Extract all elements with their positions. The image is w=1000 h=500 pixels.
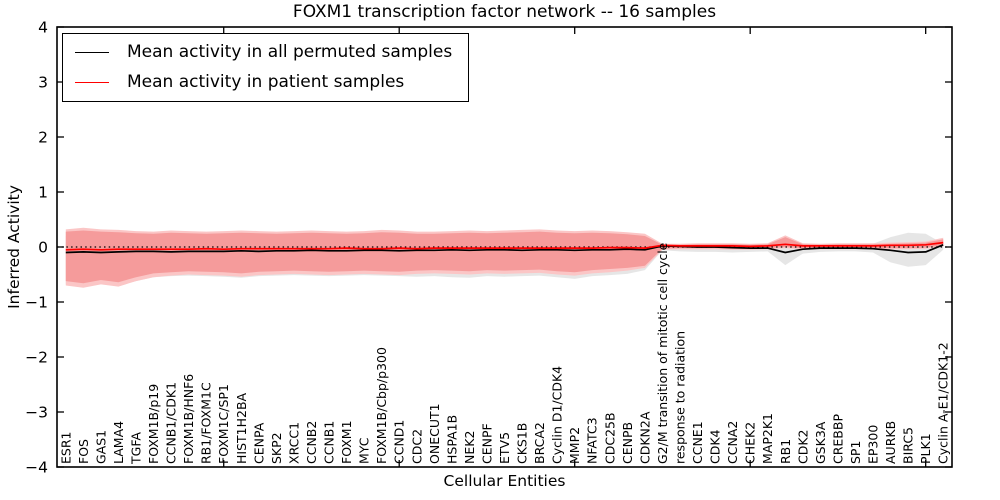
legend-line-swatch-patient: [75, 82, 109, 83]
x-category-label: response to radiation: [673, 331, 688, 464]
y-tick-label: 1: [38, 184, 48, 202]
x-category-label: MAP2K1: [760, 413, 775, 464]
x-category-label: NFATC3: [585, 417, 600, 464]
x-category-label: FOXM1B/HNF6: [181, 374, 196, 464]
x-category-label: BIRC5: [901, 427, 916, 464]
y-tick-label: −4: [25, 459, 48, 477]
x-category-label: CENPB: [620, 422, 635, 464]
x-category-label: EP300: [866, 425, 881, 464]
y-tick-label: 4: [38, 19, 48, 37]
y-axis-label: Inferred Activity: [5, 185, 23, 309]
x-category-label: CDKN2A: [637, 411, 652, 464]
y-tick-label: 3: [38, 74, 48, 92]
y-tick-label: 0: [38, 239, 48, 257]
x-category-label: AURKB: [883, 421, 898, 464]
x-category-label: TGFA: [129, 432, 144, 465]
x-category-label: MMP2: [567, 427, 582, 464]
x-category-label: RB1: [778, 439, 793, 464]
x-axis-label: Cellular Entities: [443, 472, 566, 490]
x-category-label: CKS1B: [515, 423, 530, 464]
x-category-label: CREBBP: [830, 414, 845, 464]
x-category-label: HIST1H2BA: [234, 392, 249, 464]
series-line-1: [65, 241, 944, 251]
x-category-label: FOXM1B/Cbp/p300: [374, 347, 389, 464]
x-category-label: CDC2: [409, 429, 424, 464]
x-category-label: NEK2: [462, 431, 477, 464]
x-category-label: CENPF: [480, 423, 495, 464]
legend-line-swatch-permuted: [75, 52, 109, 53]
x-category-label: GSK3A: [813, 421, 828, 464]
x-category-label: CCNB1/CDK1: [164, 382, 179, 464]
x-category-label: CCNB1: [322, 421, 337, 464]
x-category-label: CCNE1: [690, 421, 705, 464]
legend-item-permuted: Mean activity in all permuted samples: [75, 41, 452, 64]
y-tick-label: −3: [25, 404, 48, 422]
x-category-label: SP1: [848, 441, 863, 464]
y-tick-label: −1: [25, 294, 48, 312]
x-category-label: XRCC1: [286, 422, 301, 464]
x-category-label: CDK2: [795, 429, 810, 464]
x-category-label: G2/M transition of mitotic cell cycle: [655, 242, 670, 464]
x-category-label: CENPA: [251, 422, 266, 464]
x-category-label: Cyclin A-E1/CDK1-2: [936, 342, 951, 464]
x-category-label: ESR1: [58, 432, 73, 464]
x-category-label: ETV5: [497, 432, 512, 464]
series-line-0: [65, 244, 944, 254]
legend-item-patient: Mean activity in patient samples: [75, 71, 452, 94]
x-category-label: CCNA2: [725, 421, 740, 464]
x-category-label: PLK1: [918, 433, 933, 464]
legend-label-patient: Mean activity in patient samples: [127, 72, 405, 92]
x-category-label: HSPA1B: [444, 415, 459, 464]
x-category-label: MYC: [357, 437, 372, 464]
x-category-label: LAMA4: [111, 421, 126, 464]
legend-label-permuted: Mean activity in all permuted samples: [127, 42, 453, 62]
x-category-label: CDC25B: [602, 412, 617, 464]
band-patient-range-inner: [65, 230, 944, 284]
x-category-label: CHEK2: [743, 422, 758, 464]
x-category-label: GAS1: [93, 430, 108, 464]
x-category-label: FOXM1: [339, 420, 354, 464]
x-category-label: RB1/FOXM1C: [199, 382, 214, 464]
y-tick-label: −2: [25, 349, 48, 367]
x-category-label: FOS: [76, 439, 91, 464]
x-category-label: ONECUT1: [427, 403, 442, 464]
legend: Mean activity in all permuted samples Me…: [62, 33, 470, 102]
x-category-label: BRCA2: [532, 422, 547, 464]
y-tick-label: 2: [38, 129, 48, 147]
x-category-label: CDK4: [708, 429, 723, 464]
x-category-label: Cyclin D1/CDK4: [550, 366, 565, 464]
x-category-label: CCND1: [392, 420, 407, 464]
chart-title: FOXM1 transcription factor network -- 16…: [292, 2, 717, 22]
x-category-label: SKP2: [269, 432, 284, 464]
x-category-label: CCNB2: [304, 421, 319, 464]
x-category-label: FOXM1B/p19: [146, 384, 161, 464]
x-category-label: FOXM1C/SP1: [216, 384, 231, 464]
